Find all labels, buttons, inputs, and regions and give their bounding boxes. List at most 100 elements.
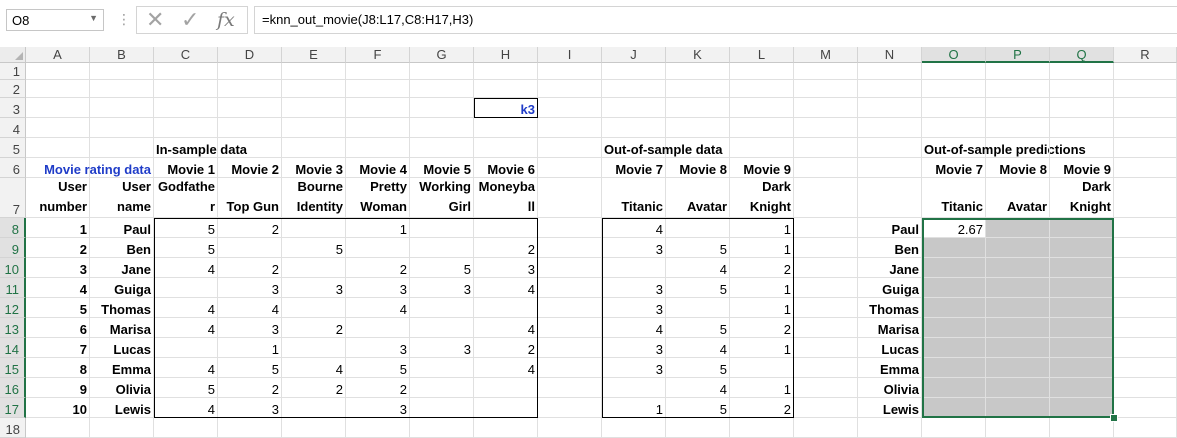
cell-d1[interactable] xyxy=(218,63,282,80)
cell-k15[interactable]: 5 xyxy=(666,358,730,378)
cell-e7[interactable]: Bourne Identity xyxy=(282,178,346,218)
cell-q9[interactable] xyxy=(1050,238,1114,258)
cell-r9[interactable] xyxy=(1114,238,1177,258)
cell-r17[interactable] xyxy=(1114,398,1177,418)
cell-k16[interactable]: 4 xyxy=(666,378,730,398)
cell-i13[interactable] xyxy=(538,318,602,338)
cell-p1[interactable] xyxy=(986,63,1050,80)
cell-b9[interactable]: Ben xyxy=(90,238,154,258)
cell-c13[interactable]: 4 xyxy=(154,318,218,338)
cell-o16[interactable] xyxy=(922,378,986,398)
cell-d8[interactable]: 2 xyxy=(218,218,282,238)
cell-i2[interactable] xyxy=(538,80,602,98)
cell-c18[interactable] xyxy=(154,418,218,438)
cell-b1[interactable] xyxy=(90,63,154,80)
cell-c5[interactable]: In-sample data xyxy=(154,138,247,158)
cell-m1[interactable] xyxy=(794,63,858,80)
cell-b6[interactable]: Movie rating data xyxy=(44,158,154,178)
cell-d16[interactable]: 2 xyxy=(218,378,282,398)
cell-g18[interactable] xyxy=(410,418,474,438)
cell-r8[interactable] xyxy=(1114,218,1177,238)
column-header-f[interactable]: F xyxy=(346,47,410,63)
cell-p16[interactable] xyxy=(986,378,1050,398)
cell-h16[interactable] xyxy=(474,378,538,398)
cell-r4[interactable] xyxy=(1114,118,1177,138)
cell-c11[interactable] xyxy=(154,278,218,298)
cell-f12[interactable]: 4 xyxy=(346,298,410,318)
cell-k2[interactable] xyxy=(666,80,730,98)
cell-k1[interactable] xyxy=(666,63,730,80)
cell-q12[interactable] xyxy=(1050,298,1114,318)
column-header-n[interactable]: N xyxy=(858,47,922,63)
cell-h13[interactable]: 4 xyxy=(474,318,538,338)
cell-h8[interactable] xyxy=(474,218,538,238)
cell-b5[interactable] xyxy=(90,138,154,158)
cell-r5[interactable] xyxy=(1114,138,1177,158)
column-header-g[interactable]: G xyxy=(410,47,474,63)
cell-g3[interactable] xyxy=(410,98,474,118)
cell-i4[interactable] xyxy=(538,118,602,138)
cell-j16[interactable] xyxy=(602,378,666,398)
cell-d5[interactable] xyxy=(218,138,282,158)
cell-k4[interactable] xyxy=(666,118,730,138)
cell-m3[interactable] xyxy=(794,98,858,118)
chevron-down-icon[interactable]: ▼ xyxy=(89,13,98,23)
cell-o1[interactable] xyxy=(922,63,986,80)
cell-m11[interactable] xyxy=(794,278,858,298)
cell-m4[interactable] xyxy=(794,118,858,138)
cell-n15[interactable]: Emma xyxy=(858,358,922,378)
cell-c12[interactable]: 4 xyxy=(154,298,218,318)
row-header-4[interactable]: 4 xyxy=(0,118,26,138)
cell-i14[interactable] xyxy=(538,338,602,358)
cell-f2[interactable] xyxy=(346,80,410,98)
row-header-1[interactable]: 1 xyxy=(0,63,26,80)
cell-q8[interactable] xyxy=(1050,218,1114,238)
cell-g7[interactable]: Working Girl xyxy=(410,178,474,218)
cell-m15[interactable] xyxy=(794,358,858,378)
cell-l13[interactable]: 2 xyxy=(730,318,794,338)
cell-n13[interactable]: Marisa xyxy=(858,318,922,338)
cell-f14[interactable]: 3 xyxy=(346,338,410,358)
row-header-10[interactable]: 10 xyxy=(0,258,26,278)
cell-f16[interactable]: 2 xyxy=(346,378,410,398)
cell-o10[interactable] xyxy=(922,258,986,278)
cell-h9[interactable]: 2 xyxy=(474,238,538,258)
row-header-6[interactable]: 6 xyxy=(0,158,26,178)
row-header-12[interactable]: 12 xyxy=(0,298,26,318)
column-header-e[interactable]: E xyxy=(282,47,346,63)
cell-l7[interactable]: Dark Knight xyxy=(730,178,794,218)
cell-o2[interactable] xyxy=(922,80,986,98)
cell-p18[interactable] xyxy=(986,418,1050,438)
cell-c9[interactable]: 5 xyxy=(154,238,218,258)
cell-j11[interactable]: 3 xyxy=(602,278,666,298)
cell-n3[interactable] xyxy=(858,98,922,118)
row-header-13[interactable]: 13 xyxy=(0,318,26,338)
cell-l17[interactable]: 2 xyxy=(730,398,794,418)
cell-i16[interactable] xyxy=(538,378,602,398)
cell-c14[interactable] xyxy=(154,338,218,358)
row-header-9[interactable]: 9 xyxy=(0,238,26,258)
select-all-corner[interactable] xyxy=(0,47,26,63)
cell-k11[interactable]: 5 xyxy=(666,278,730,298)
cell-a16[interactable]: 9 xyxy=(26,378,90,398)
cell-q7[interactable]: Dark Knight xyxy=(1050,178,1114,218)
cell-n9[interactable]: Ben xyxy=(858,238,922,258)
cell-j13[interactable]: 4 xyxy=(602,318,666,338)
cell-k9[interactable]: 5 xyxy=(666,238,730,258)
cell-d15[interactable]: 5 xyxy=(218,358,282,378)
cell-l6[interactable]: Movie 9 xyxy=(730,158,794,178)
row-header-3[interactable]: 3 xyxy=(0,98,26,118)
cell-f4[interactable] xyxy=(346,118,410,138)
cell-i1[interactable] xyxy=(538,63,602,80)
column-header-b[interactable]: B xyxy=(90,47,154,63)
cell-p8[interactable] xyxy=(986,218,1050,238)
column-header-c[interactable]: C xyxy=(154,47,218,63)
fx-icon[interactable]: fx xyxy=(217,9,235,31)
cell-e8[interactable] xyxy=(282,218,346,238)
cell-d13[interactable]: 3 xyxy=(218,318,282,338)
cell-l11[interactable]: 1 xyxy=(730,278,794,298)
cell-k12[interactable] xyxy=(666,298,730,318)
cell-g6[interactable]: Movie 5 xyxy=(410,158,474,178)
row-header-7[interactable]: 7 xyxy=(0,178,26,218)
